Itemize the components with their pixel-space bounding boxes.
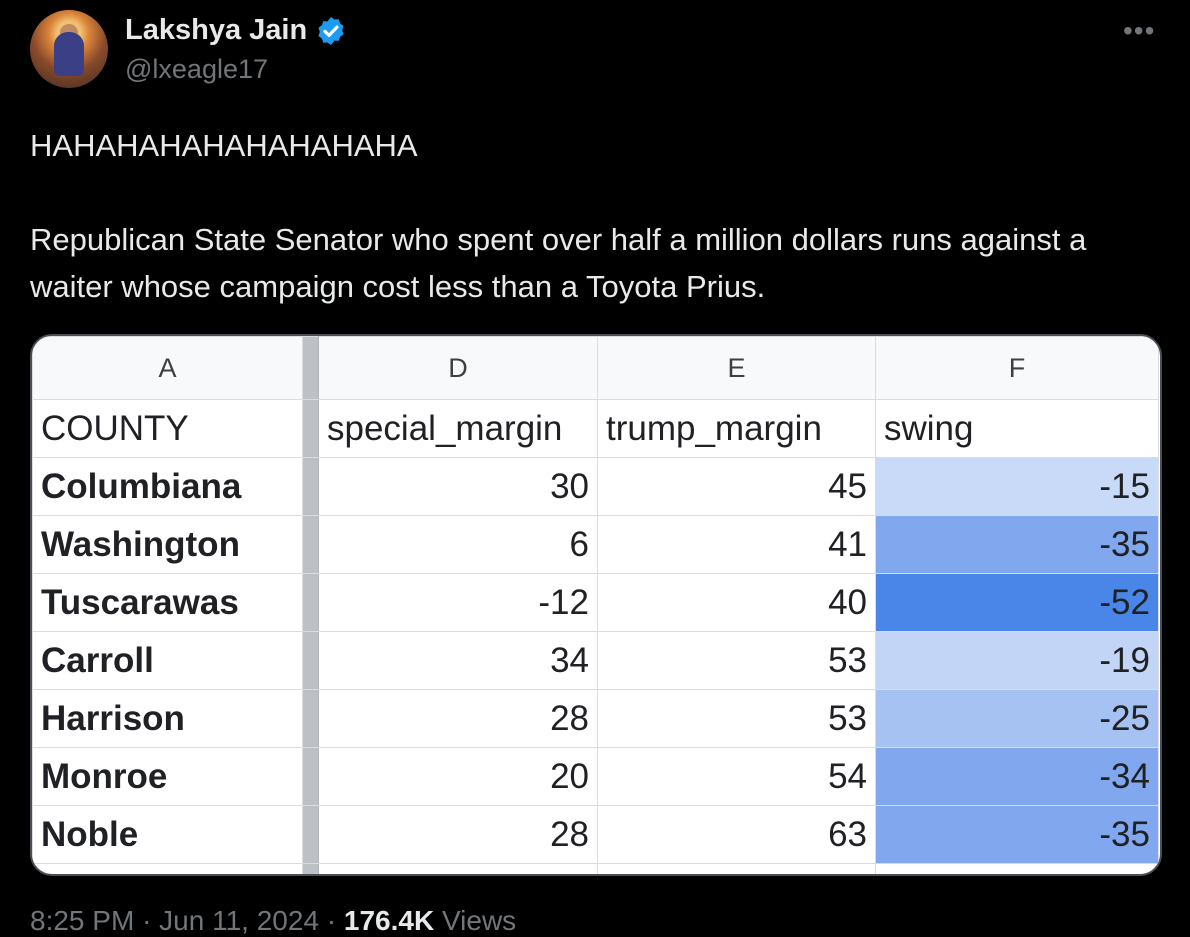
frozen-divider	[302, 747, 319, 806]
cell-swing: -25	[875, 689, 1159, 748]
tweet-meta: 8:25 PM · Jun 11, 2024 · 176.4K Views	[30, 905, 516, 937]
header-trump-margin: trump_margin	[597, 399, 876, 458]
cell-county: Columbiana	[32, 457, 303, 516]
cell-special-margin: 28	[318, 805, 598, 864]
column-letter-d: D	[318, 336, 598, 400]
cell-special-margin: 28	[318, 689, 598, 748]
table-row: Columbiana 30 45 -15	[32, 457, 1159, 516]
author-handle[interactable]: @lxeagle17	[125, 54, 269, 84]
frozen-divider	[302, 336, 319, 400]
cell-county: Noble	[32, 805, 303, 864]
separator-dot: ·	[326, 905, 337, 936]
cell-swing: -15	[875, 457, 1159, 516]
cell-swing: -35	[875, 515, 1159, 574]
verified-badge-icon	[318, 16, 344, 45]
tweet-time[interactable]: 8:25 PM	[30, 905, 135, 936]
column-letters-row: A D E F	[32, 336, 1159, 400]
tweet-text-line-1: HAHAHAHAHAHAHAHAHA	[30, 128, 418, 163]
tweet-date[interactable]: Jun 11, 2024	[159, 905, 320, 936]
frozen-divider	[302, 515, 319, 574]
partial-row	[32, 863, 1159, 874]
frozen-divider	[302, 689, 319, 748]
table-row: Tuscarawas -12 40 -52	[32, 573, 1159, 632]
tweet-text-line-2: Republican State Senator who spent over …	[30, 222, 1087, 304]
tweet-text: HAHAHAHAHAHAHAHAHA Republican State Sena…	[30, 122, 1150, 310]
avatar[interactable]	[30, 10, 108, 88]
header-county: COUNTY	[32, 399, 303, 458]
frozen-divider	[302, 457, 319, 516]
column-letter-f: F	[875, 336, 1159, 400]
cell-county: Harrison	[32, 689, 303, 748]
frozen-divider	[302, 631, 319, 690]
separator-dot: ·	[142, 905, 152, 936]
author-name-row[interactable]: Lakshya Jain	[125, 14, 347, 47]
cell-special-margin: 30	[318, 457, 598, 516]
spreadsheet-image[interactable]: A D E F COUNTY special_margin trump_marg…	[30, 334, 1162, 876]
column-letter-a: A	[32, 336, 303, 400]
cell-special-margin: -12	[318, 573, 598, 632]
cell-county: Tuscarawas	[32, 573, 303, 632]
more-options-icon[interactable]: •••	[1123, 15, 1156, 46]
cell-trump-margin: 54	[597, 747, 876, 806]
cell-county: Carroll	[32, 631, 303, 690]
table-row: Harrison 28 53 -25	[32, 689, 1159, 748]
cell-swing: -19	[875, 631, 1159, 690]
cell-swing: -35	[875, 805, 1159, 864]
cell-trump-margin: 53	[597, 689, 876, 748]
cell-county: Washington	[32, 515, 303, 574]
cell-special-margin: 34	[318, 631, 598, 690]
frozen-divider	[302, 399, 319, 458]
cell-trump-margin: 40	[597, 573, 876, 632]
avatar-body	[54, 32, 84, 76]
cell-trump-margin: 41	[597, 515, 876, 574]
cell-special-margin: 20	[318, 747, 598, 806]
views-count: 176.4K	[343, 905, 435, 936]
cell-trump-margin: 53	[597, 631, 876, 690]
views-label: Views	[441, 905, 517, 936]
table-row: Noble 28 63 -35	[32, 805, 1159, 864]
cell-special-margin: 6	[318, 515, 598, 574]
table-row: Carroll 34 53 -19	[32, 631, 1159, 690]
header-row: COUNTY special_margin trump_margin swing	[32, 399, 1159, 458]
cell-swing: -52	[875, 573, 1159, 632]
frozen-divider	[302, 573, 319, 632]
header-special-margin: special_margin	[318, 399, 598, 458]
column-letter-e: E	[597, 336, 876, 400]
cell-trump-margin: 45	[597, 457, 876, 516]
cell-county: Monroe	[32, 747, 303, 806]
table-row: Monroe 20 54 -34	[32, 747, 1159, 806]
spreadsheet-table: A D E F COUNTY special_margin trump_marg…	[32, 336, 1159, 874]
header-swing: swing	[875, 399, 1159, 458]
cell-swing: -34	[875, 747, 1159, 806]
frozen-divider	[302, 805, 319, 864]
table-row: Washington 6 41 -35	[32, 515, 1159, 574]
author-name[interactable]: Lakshya Jain	[125, 14, 308, 46]
cell-trump-margin: 63	[597, 805, 876, 864]
